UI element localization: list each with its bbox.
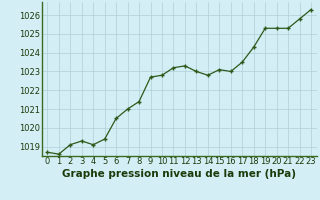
X-axis label: Graphe pression niveau de la mer (hPa): Graphe pression niveau de la mer (hPa) [62,169,296,179]
